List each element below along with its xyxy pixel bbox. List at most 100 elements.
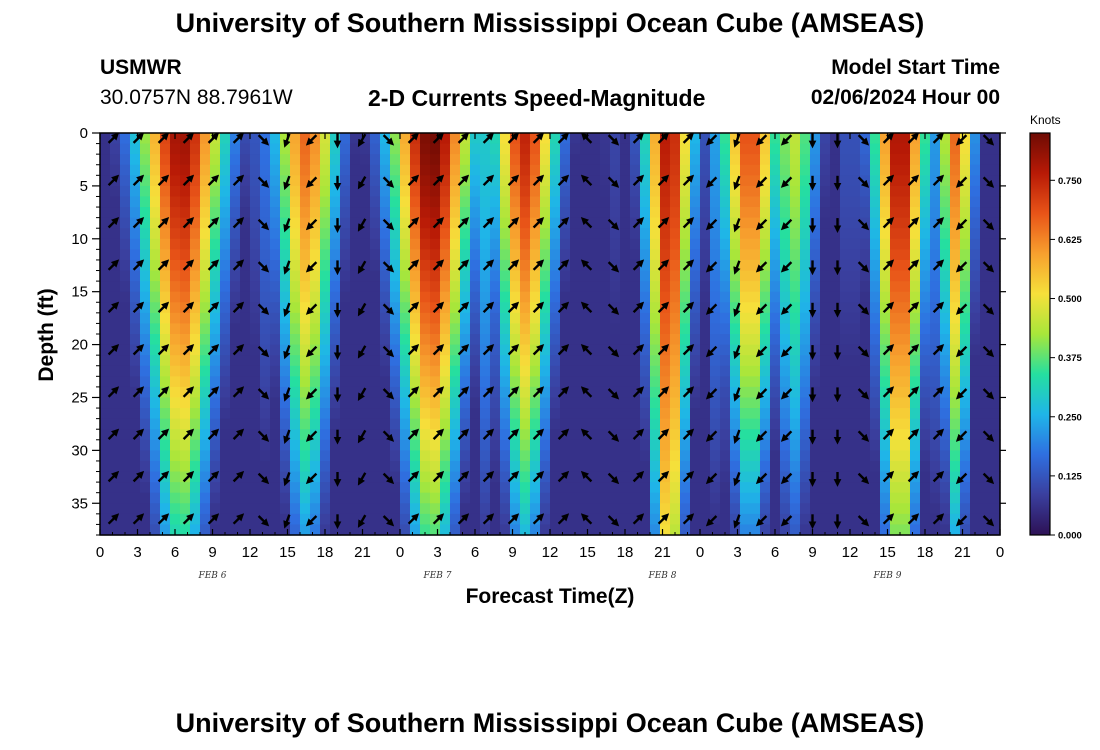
heatmap-cell [370, 429, 381, 441]
heatmap-cell [550, 228, 561, 240]
heatmap-cell [940, 503, 951, 515]
current-vector-arrow [283, 218, 291, 233]
heatmap-cell [570, 207, 581, 219]
heatmap-cell [440, 460, 451, 473]
heatmap-cell [820, 397, 831, 409]
heatmap-cell [810, 175, 821, 187]
heatmap-cell [810, 397, 821, 409]
heatmap-cell [210, 408, 221, 420]
heatmap-cell [430, 154, 441, 166]
heatmap-cell [890, 439, 901, 451]
heatmap-cell [750, 154, 761, 166]
heatmap-cell [500, 185, 511, 198]
heatmap-cell [380, 344, 391, 356]
heatmap-cell [470, 302, 481, 314]
heatmap-cell [510, 164, 521, 176]
heatmap-cell [200, 344, 211, 356]
heatmap-cell [750, 312, 761, 325]
heatmap-cell [570, 154, 581, 166]
heatmap-cell [250, 355, 261, 367]
heatmap-cell [700, 196, 711, 208]
heatmap-cell [960, 397, 971, 409]
heatmap-cell [300, 408, 311, 420]
heatmap-cell [150, 344, 161, 356]
heatmap-cell [250, 513, 261, 526]
heatmap-cell [680, 291, 691, 303]
current-vector-arrow [607, 515, 620, 527]
heatmap-cell [110, 207, 121, 219]
heatmap-cell [730, 503, 741, 515]
heatmap-cell [110, 143, 121, 155]
heatmap-cell [800, 471, 811, 483]
heatmap-cell [960, 238, 971, 250]
heatmap-cell [210, 418, 221, 430]
heatmap-cell [230, 365, 241, 377]
heatmap-cell [760, 344, 771, 356]
heatmap-cell [920, 376, 931, 388]
heatmap-cell [860, 365, 871, 377]
heatmap-cell [990, 524, 1001, 536]
heatmap-cell [490, 439, 501, 451]
current-vector-arrow [507, 513, 520, 525]
heatmap-cell [670, 513, 681, 526]
heatmap-cell [480, 344, 491, 356]
heatmap-cell [640, 439, 651, 451]
heatmap-cell [300, 302, 311, 314]
heatmap-cell [180, 482, 191, 494]
heatmap-cell [360, 133, 371, 145]
heatmap-cell [370, 471, 381, 483]
heatmap-cell [350, 175, 361, 187]
heatmap-cell [130, 270, 141, 282]
heatmap-cell [730, 217, 741, 229]
heatmap-cell [830, 355, 841, 367]
heatmap-cell [930, 302, 941, 314]
heatmap-cell [240, 334, 251, 346]
heatmap-cell [290, 408, 301, 420]
heatmap-cell [940, 281, 951, 293]
heatmap-cell [690, 365, 701, 377]
heatmap-cell [640, 376, 651, 388]
heatmap-cell [130, 397, 141, 409]
heatmap-cell [370, 217, 381, 229]
current-vector-arrow [482, 428, 495, 440]
heatmap-cell [330, 397, 341, 409]
heatmap-cell [610, 291, 621, 303]
heatmap-cell [270, 228, 281, 240]
heatmap-cell [580, 344, 591, 356]
heatmap-cell [650, 185, 661, 198]
heatmap-cell [620, 196, 631, 208]
heatmap-cell [290, 418, 301, 430]
heatmap-cell [120, 143, 131, 155]
heatmap-cell [300, 143, 311, 155]
heatmap-cell [450, 429, 461, 441]
heatmap-cell [750, 418, 761, 430]
heatmap-cell [370, 249, 381, 261]
heatmap-cell [840, 471, 851, 483]
heatmap-cell [800, 281, 811, 293]
heatmap-cell [320, 270, 331, 282]
heatmap-cell [260, 397, 271, 409]
heatmap-cell [540, 312, 551, 325]
heatmap-cell [260, 185, 271, 198]
heatmap-cell [660, 524, 671, 536]
heatmap-cell [690, 217, 701, 229]
heatmap-cell [230, 418, 241, 430]
current-vector-arrow [457, 301, 470, 314]
heatmap-cell [430, 482, 441, 494]
heatmap-cell [220, 482, 231, 494]
heatmap-cell [720, 154, 731, 166]
heatmap-cell [920, 270, 931, 282]
heatmap-cell [120, 344, 131, 356]
heatmap-cell [730, 408, 741, 420]
heatmap-cell [400, 408, 411, 420]
heatmap-cell [420, 259, 431, 272]
heatmap-cell [480, 365, 491, 377]
current-vector-arrow [532, 513, 545, 525]
heatmap-cell [970, 365, 981, 377]
heatmap-cell [780, 270, 791, 282]
heatmap-cell [100, 408, 111, 420]
heatmap-cell [870, 450, 881, 462]
heatmap-cell [760, 175, 771, 187]
current-vector-arrow [482, 513, 495, 525]
heatmap-cell [300, 418, 311, 430]
